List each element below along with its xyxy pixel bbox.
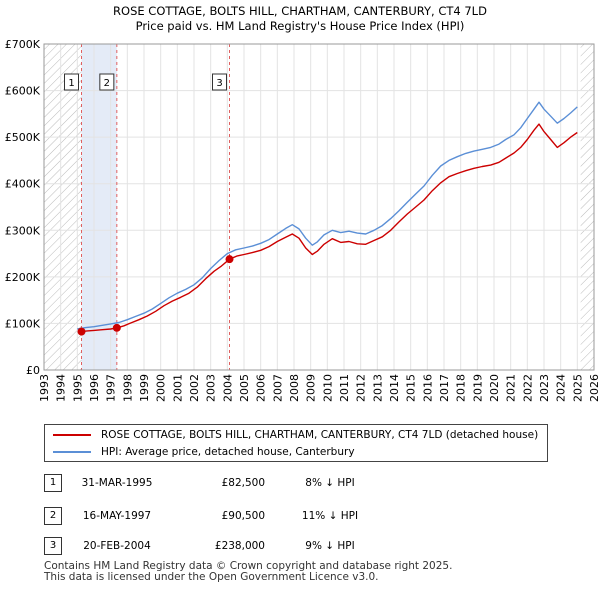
transaction-price: £82,500 (221, 477, 265, 489)
highlight-region (81, 44, 117, 370)
transaction-marker: 1 (44, 474, 62, 492)
x-tick-label: 2011 (338, 374, 351, 402)
sale-point (225, 255, 234, 264)
transaction-hpi: 9% ↓ HPI (305, 540, 355, 552)
y-tick-label: £100K (5, 317, 41, 330)
x-tick-label: 2009 (305, 374, 318, 402)
sale-point (112, 323, 121, 332)
hatched-region (580, 44, 594, 370)
hatched-region (44, 44, 82, 370)
transaction-date: 16-MAY-1997 (82, 510, 152, 522)
x-tick-label: 2008 (288, 374, 301, 402)
plot-background (44, 44, 594, 370)
x-tick-label: 2006 (255, 374, 268, 402)
transaction-marker-box (212, 73, 227, 91)
x-tick-label: 2003 (205, 374, 218, 402)
transaction-price: £90,500 (221, 510, 265, 522)
transaction-marker: 2 (44, 507, 62, 525)
x-tick-label: 2002 (188, 374, 201, 402)
transaction-date: 20-FEB-2004 (83, 540, 151, 552)
footer-licence: This data is licensed under the Open Gov… (44, 571, 379, 583)
transaction-marker-label: 1 (68, 78, 74, 89)
transaction-date: 31-MAR-1995 (81, 477, 153, 489)
x-tick-label: 1995 (71, 374, 84, 402)
transaction-hpi: 8% ↓ HPI (305, 477, 355, 489)
chart-subtitle: Price paid vs. HM Land Registry's House … (135, 19, 465, 33)
x-tick-label: 2004 (221, 374, 234, 402)
plot-border (43, 43, 595, 371)
x-tick-label: 2013 (371, 374, 384, 402)
transaction-marker-box (64, 73, 79, 91)
y-tick-label: £500K (5, 131, 41, 144)
sale-point (77, 327, 86, 336)
x-tick-label: 2010 (321, 374, 334, 402)
x-tick-label: 2025 (571, 374, 584, 402)
x-tick-label: 2019 (471, 374, 484, 402)
x-tick-label: 1998 (121, 374, 134, 402)
x-tick-label: 2000 (155, 374, 168, 402)
x-tick-label: 1997 (105, 374, 118, 402)
x-tick-label: 1999 (138, 374, 151, 402)
chart-title: ROSE COTTAGE, BOLTS HILL, CHARTHAM, CANT… (113, 4, 487, 18)
x-tick-label: 1993 (38, 374, 51, 402)
x-tick-label: 2014 (388, 374, 401, 402)
y-tick-label: £700K (5, 38, 41, 51)
x-tick-label: 2007 (271, 374, 284, 402)
x-tick-label: 1994 (55, 374, 68, 402)
x-tick-label: 2012 (355, 374, 368, 402)
transaction-marker-box (99, 73, 115, 91)
price-chart: 1 2 3 £0 £100K £200K £300K £400K £500K £600K £700… (5, 38, 600, 402)
x-tick-label: 2016 (421, 374, 434, 402)
y-tick-label: £400K (5, 178, 41, 191)
footer: Contains HM Land Registry data © Crown c… (44, 561, 452, 583)
x-tick-label: 2001 (171, 374, 184, 402)
x-tick-label: 2021 (505, 374, 518, 402)
transaction-marker-label: 2 (104, 78, 110, 89)
legend-label-hpi: HPI: Average price, detached house, Cant… (101, 446, 355, 458)
x-tick-label: 2017 (438, 374, 451, 402)
legend-label-property: ROSE COTTAGE, BOLTS HILL, CHARTHAM, CANT… (101, 429, 539, 441)
footer-copyright: Contains HM Land Registry data © Crown c… (44, 560, 453, 572)
x-tick-label: 2020 (488, 374, 501, 402)
legend-swatch-property (53, 434, 91, 436)
series-line-hpi (77, 101, 578, 330)
x-tick-label: 2015 (405, 374, 418, 402)
x-tick-label: 2022 (521, 374, 534, 402)
x-tick-label: 1996 (88, 374, 101, 402)
x-tick-label: 2005 (238, 374, 251, 402)
y-tick-label: £200K (5, 271, 41, 284)
legend-swatch-hpi (53, 451, 91, 453)
x-tick-label: 2026 (588, 374, 600, 402)
series-line-property (81, 123, 578, 333)
transaction-hpi: 11% ↓ HPI (301, 510, 359, 522)
x-tick-label: 2024 (555, 374, 568, 402)
transaction-marker: 3 (44, 537, 62, 555)
transaction-price: £238,000 (214, 540, 265, 552)
y-tick-label: £0 (26, 364, 40, 377)
transaction-marker-label: 3 (216, 78, 222, 89)
y-tick-label: £300K (5, 224, 41, 237)
x-tick-label: 2018 (455, 374, 468, 402)
legend: ROSE COTTAGE, BOLTS HILL, CHARTHAM, CANT… (44, 424, 548, 462)
x-tick-label: 2023 (538, 374, 551, 402)
y-tick-label: £600K (5, 85, 41, 98)
